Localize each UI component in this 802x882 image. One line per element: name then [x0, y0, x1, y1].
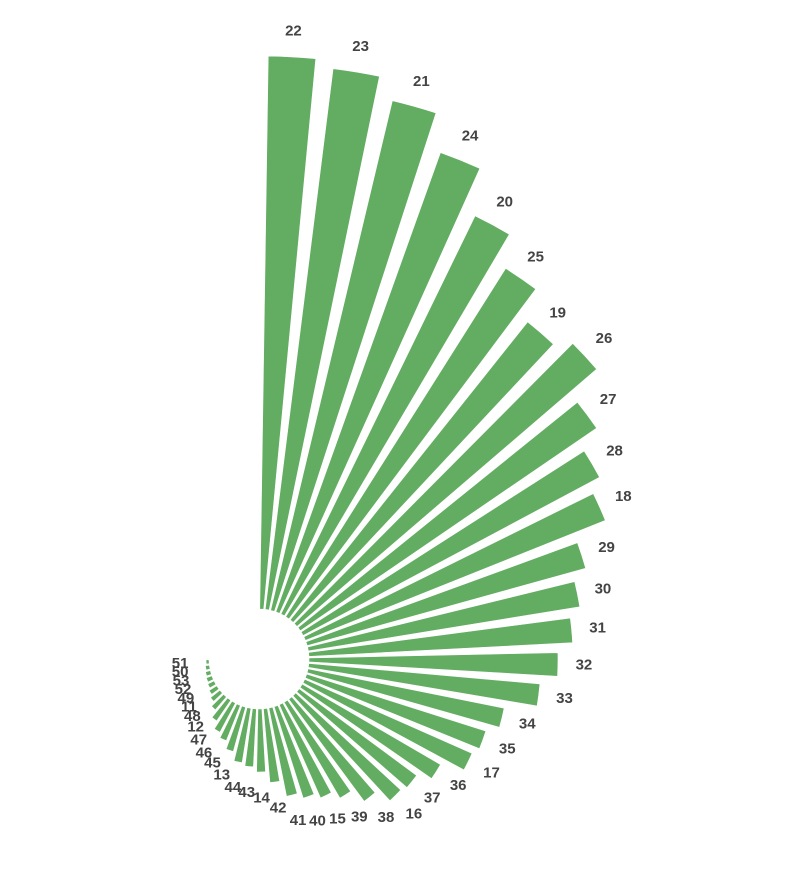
bar-label-33: 33 [556, 690, 573, 707]
bar-11 [208, 685, 220, 695]
bar-16 [292, 692, 402, 802]
bar-50 [205, 664, 211, 671]
bar-label-36: 36 [450, 777, 467, 794]
bar-label-12: 12 [187, 719, 204, 736]
bar-20 [280, 215, 510, 617]
bar-40 [273, 704, 315, 799]
bar-label-21: 21 [413, 73, 430, 90]
bar-label-50: 50 [172, 664, 189, 681]
bar-51 [205, 659, 210, 665]
bar-30 [307, 581, 581, 652]
bar-21 [270, 100, 437, 612]
bar-label-35: 35 [499, 740, 516, 757]
bar-label-40: 40 [309, 812, 326, 829]
bar-32 [308, 652, 559, 677]
bar-label-41: 41 [290, 812, 307, 829]
bar-45 [219, 703, 241, 742]
bar-label-32: 32 [576, 656, 593, 673]
bar-label-49: 49 [178, 690, 195, 707]
bar-39 [283, 699, 352, 799]
bar-38 [288, 696, 376, 802]
bar-46 [213, 700, 236, 733]
bar-44 [233, 707, 252, 763]
bar-42 [263, 707, 280, 783]
bar-label-37: 37 [424, 789, 441, 806]
bar-label-22: 22 [285, 22, 302, 39]
bar-19 [289, 321, 554, 623]
bar-52 [205, 675, 214, 683]
bar-label-28: 28 [606, 442, 623, 459]
bar-label-38: 38 [378, 809, 395, 826]
bar-26 [293, 342, 598, 627]
bar-label-17: 17 [483, 765, 500, 782]
bar-47 [211, 697, 232, 722]
bar-label-19: 19 [549, 305, 566, 322]
bar-43 [244, 708, 257, 768]
bar-label-34: 34 [519, 715, 536, 732]
bar-label-13: 13 [213, 767, 230, 784]
bar-35 [304, 673, 487, 750]
bar-label-11: 11 [181, 699, 197, 716]
bar-label-51: 51 [172, 655, 189, 672]
bar-31 [308, 617, 573, 657]
bar-29 [305, 542, 586, 646]
bar-label-29: 29 [598, 539, 615, 556]
bar-label-24: 24 [462, 127, 479, 144]
bar-label-39: 39 [351, 808, 368, 825]
bar-label-42: 42 [270, 799, 287, 816]
bar-label-20: 20 [496, 193, 513, 210]
bar-13 [225, 705, 246, 752]
bar-label-18: 18 [615, 488, 632, 505]
bar-label-23: 23 [352, 38, 369, 55]
bar-18 [303, 493, 606, 641]
bar-48 [210, 689, 223, 702]
bar-label-16: 16 [406, 805, 423, 822]
bar-14 [256, 708, 266, 773]
bar-53 [205, 670, 212, 677]
bar-label-25: 25 [527, 248, 544, 265]
bar-49 [207, 680, 217, 689]
bar-label-43: 43 [238, 784, 255, 801]
bar-label-47: 47 [190, 732, 207, 749]
bar-36 [299, 683, 441, 779]
bar-label-14: 14 [253, 789, 270, 806]
bar-label-31: 31 [589, 619, 606, 636]
bar-25 [285, 267, 537, 620]
bar-label-26: 26 [596, 330, 613, 347]
bar-24 [275, 152, 481, 614]
bar-label-52: 52 [175, 681, 192, 698]
bar-label-27: 27 [600, 391, 617, 408]
bar-34 [306, 668, 505, 728]
bar-28 [300, 450, 600, 636]
bar-label-48: 48 [184, 708, 201, 725]
bar-label-30: 30 [595, 580, 612, 597]
bar-17 [302, 678, 473, 771]
bar-label-44: 44 [225, 779, 242, 796]
bar-label-15: 15 [329, 810, 346, 827]
bar-33 [307, 663, 541, 707]
bar-label-53: 53 [173, 672, 190, 689]
bar-15 [278, 702, 332, 799]
bar-label-46: 46 [196, 745, 213, 762]
bar-22 [259, 55, 317, 610]
bar-12 [211, 693, 227, 711]
bar-27 [297, 401, 598, 632]
bar-37 [296, 688, 418, 788]
bar-23 [264, 68, 380, 611]
bar-41 [268, 706, 298, 797]
bar-label-45: 45 [204, 755, 221, 772]
